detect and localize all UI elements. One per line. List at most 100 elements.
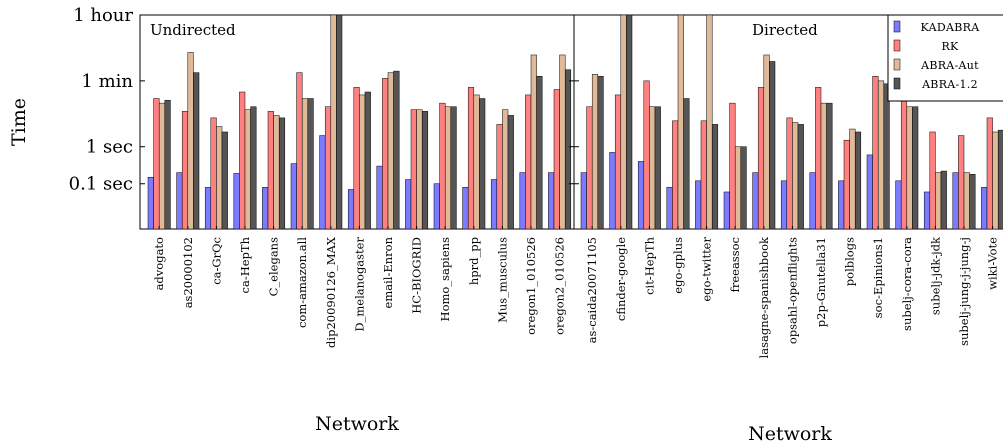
x-tick-label: subelj-jung-j-jung-j [957, 237, 971, 346]
x-tick-label: oregon2_010526 [553, 237, 567, 335]
bar-kadabra [462, 187, 469, 230]
bar-abra-1-2 [626, 14, 633, 230]
bar-abra-aut [763, 54, 770, 230]
x-tick-label: wiki-Vote [986, 237, 1000, 290]
bar-abra-aut [187, 52, 194, 230]
bar-kadabra [838, 180, 845, 230]
x-tick-label: soc-Epinions1 [871, 237, 885, 318]
bar-kadabra [233, 173, 240, 230]
bar-rk [353, 87, 360, 230]
x-tick-label: cit-HepTh [642, 236, 656, 294]
x-tick-label: ca-GrQc [209, 237, 223, 285]
bar-kadabra [981, 187, 988, 230]
bar-rk [586, 106, 593, 230]
bar-kadabra [580, 172, 587, 230]
bar-rk [843, 139, 850, 230]
x-tick-label: freeassoc [728, 237, 742, 292]
bar-rk [467, 87, 475, 230]
legend-label: ABRA-Aut [920, 59, 979, 72]
legend-swatch [893, 39, 901, 52]
bar-kadabra [752, 172, 759, 230]
y-axis: 1 hour 1 min 1 sec 0.1 sec [69, 5, 579, 195]
legend-label: KADABRA [921, 21, 981, 34]
x-tick-label: advogato [152, 237, 166, 290]
bar-abra-aut [992, 131, 999, 230]
x-tick-label: as20000102 [181, 237, 195, 308]
x-tick-label: opsahl-openflights [785, 237, 799, 344]
bar-rk [643, 80, 650, 230]
bar-abra-aut [792, 122, 799, 230]
bar-abra-aut [963, 172, 970, 230]
bar-kadabra [923, 191, 931, 230]
bar-rk [210, 117, 217, 230]
bar-abra-1-2 [507, 115, 514, 230]
bar-abra-1-2 [450, 106, 457, 230]
bar-kadabra [666, 187, 673, 230]
bar-kadabra [637, 161, 645, 230]
bar-abra-aut [244, 109, 251, 230]
bar-rk [553, 89, 560, 230]
bar-rk [872, 75, 879, 230]
bar-rk [382, 78, 389, 230]
bar-abra-aut [158, 102, 166, 230]
bar-kadabra [176, 172, 183, 230]
bar-abra-aut [216, 126, 223, 230]
y-tick-label: 0.1 sec [69, 174, 133, 195]
x-tick-label: dip20090126_MAX [324, 236, 338, 348]
bar-abra-1-2 [307, 98, 314, 230]
x-tick-label: Homo_sapiens [438, 237, 452, 322]
bar-abra-1-2 [164, 99, 171, 230]
bar-rk [757, 87, 765, 230]
bar-abra-aut [849, 128, 856, 230]
x-tick-label: com-amazon.all [295, 237, 309, 328]
bar-abra-aut [677, 14, 684, 230]
bar-abra-aut [559, 54, 566, 230]
bar-kadabra [319, 135, 326, 230]
bar-abra-1-2 [683, 98, 690, 230]
bar-abra-aut [530, 54, 537, 230]
bar-kadabra [723, 191, 730, 230]
x-tick-label: cfinder-google [614, 237, 628, 321]
bar-abra-aut [591, 74, 599, 230]
bar-abra-1-2 [883, 83, 890, 230]
x-tick-labels: advogato as20000102 ca-GrQc ca-HepTh C_elega… [152, 226, 1000, 358]
legend-swatch [893, 20, 901, 33]
bar-rk [900, 83, 908, 230]
x-axis-title-directed: Network [748, 423, 832, 443]
bar-abra-1-2 [912, 106, 919, 230]
x-tick-label: subelj-jdk-jdk [928, 236, 942, 315]
bar-abra-aut [359, 94, 366, 230]
x-tick-label: as-caida20071105 [585, 237, 599, 343]
x-tick-label: email-Enron [381, 236, 395, 308]
x-tick-label: Mus_musculus [495, 237, 509, 323]
bar-abra-aut [935, 172, 942, 230]
x-tick-label: oregon1_010526 [524, 237, 538, 335]
bar-abra-1-2 [364, 91, 371, 230]
bar-rk [525, 94, 532, 230]
bar-abra-aut [473, 94, 480, 230]
y-tick-label: 1 min [81, 71, 133, 92]
bar-abra-1-2 [797, 124, 804, 230]
x-tick-label: ego-twitter [700, 237, 714, 302]
bar-abra-1-2 [940, 170, 947, 230]
bar-rk [614, 94, 622, 230]
panel-label-undirected: Undirected [150, 21, 236, 39]
bar-abra-1-2 [969, 174, 976, 230]
bar-abra-1-2 [479, 98, 486, 230]
bar-rk [267, 111, 274, 230]
bar-kadabra [490, 179, 498, 230]
bar-kadabra [262, 187, 269, 230]
y-axis-title: Time [8, 98, 30, 146]
bar-kadabra [204, 187, 212, 230]
legend-box [887, 14, 1003, 102]
bar-rk [153, 98, 160, 230]
bar-kadabra [952, 172, 959, 230]
bar-abra-aut [706, 14, 713, 230]
bar-abra-1-2 [393, 70, 400, 230]
y-tick-label: 1 sec [86, 137, 133, 158]
bar-abra-aut [273, 115, 280, 230]
legend-swatch [893, 58, 901, 71]
bar-abra-aut [387, 72, 394, 230]
bar-rk [439, 102, 446, 230]
